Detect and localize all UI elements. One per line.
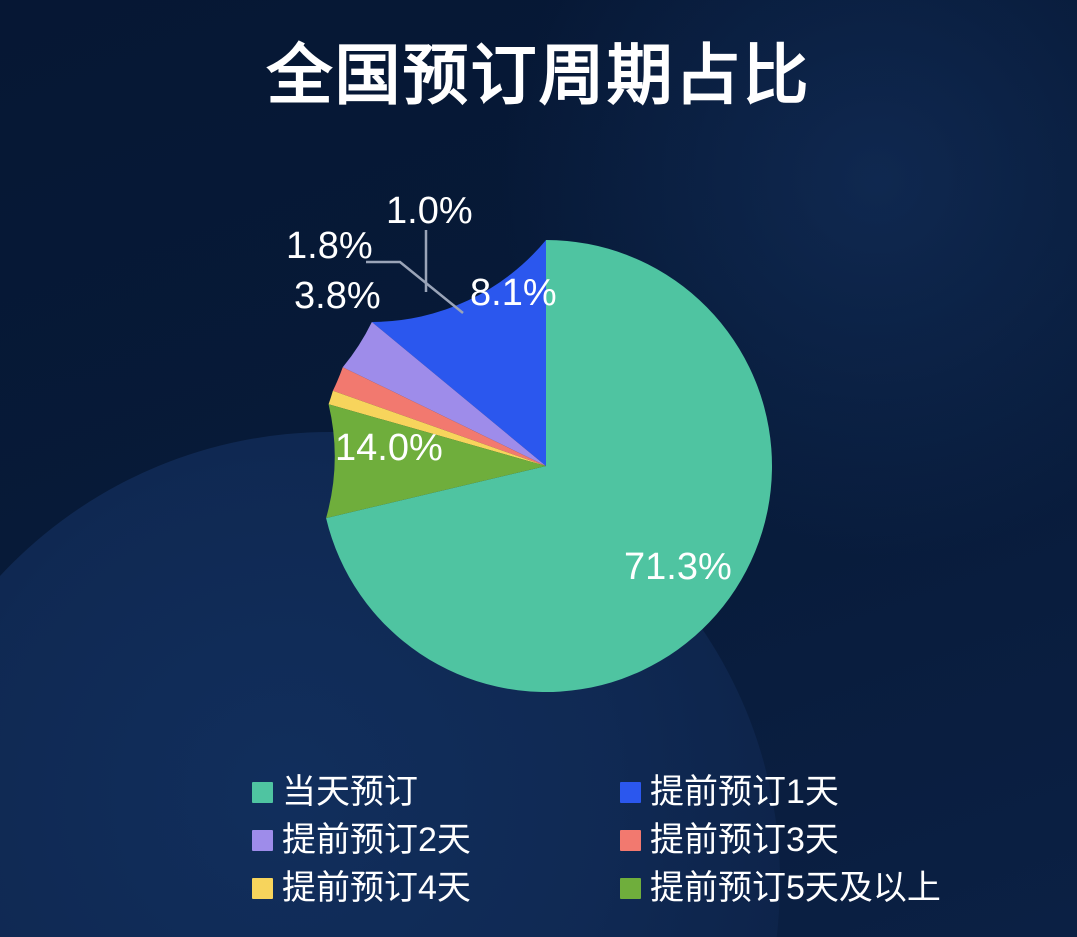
- legend-item-label: 当天预订: [282, 773, 418, 811]
- pie-slice-value-label: 71.3%: [624, 546, 732, 588]
- legend-item-label: 提前预订1天: [650, 773, 839, 811]
- pie-slice[interactable]: [342, 321, 546, 466]
- legend-item-label: 提前预订4天: [282, 869, 471, 907]
- pie-slice[interactable]: [328, 390, 546, 466]
- leader-line-group: [366, 230, 464, 314]
- legend-item[interactable]: 当天预订: [252, 775, 620, 809]
- legend-item-label: 提前预订5天及以上: [650, 869, 941, 907]
- pie-slice-group: [326, 240, 772, 693]
- pie-slice[interactable]: [326, 404, 546, 519]
- legend-item[interactable]: 提前预订1天: [620, 775, 952, 809]
- pie-slice[interactable]: [332, 367, 546, 466]
- legend-item-label: 提前预订2天: [282, 821, 471, 859]
- legend-item-label: 提前预订3天: [650, 821, 839, 859]
- pie-slice[interactable]: [326, 240, 772, 693]
- pie-slice-value-label: 3.8%: [294, 275, 381, 317]
- pie-slice-value-label: 8.1%: [470, 272, 557, 314]
- legend-color-swatch-icon: [252, 877, 273, 899]
- legend-color-swatch-icon: [620, 829, 641, 851]
- legend-item[interactable]: 提前预订2天: [252, 823, 620, 857]
- leader-line: [366, 260, 464, 314]
- chart-legend: 当天预订 提前预订1天提前预订2天 提前预订3天提前预订4天 提前预订5天及以上: [252, 768, 952, 912]
- legend-color-swatch-icon: [252, 781, 273, 803]
- pie-slice-value-label: 1.0%: [386, 190, 473, 232]
- legend-color-swatch-icon: [620, 877, 641, 899]
- pie-slice-value-label: 1.8%: [286, 225, 373, 267]
- legend-color-swatch-icon: [252, 829, 273, 851]
- pie-slice[interactable]: [371, 240, 546, 466]
- legend-color-swatch-icon: [620, 781, 641, 803]
- page-title: 全国预订周期占比: [266, 38, 811, 112]
- legend-item[interactable]: 提前预订3天: [620, 823, 952, 857]
- legend-item[interactable]: 提前预订4天: [252, 871, 620, 905]
- pie-slice-value-label: 14.0%: [335, 427, 443, 469]
- legend-item[interactable]: 提前预订5天及以上: [620, 871, 952, 905]
